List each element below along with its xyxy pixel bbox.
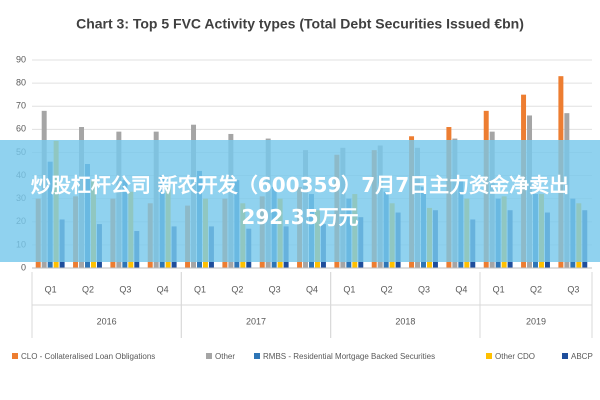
- legend-swatch: [254, 353, 260, 359]
- x-tick-label: Q1: [45, 284, 57, 294]
- legend-swatch: [206, 353, 212, 359]
- group-label: 2016: [97, 316, 117, 326]
- x-tick-label: Q2: [381, 284, 393, 294]
- x-tick-label: Q3: [269, 284, 281, 294]
- legend-swatch: [486, 353, 492, 359]
- group-label: 2019: [526, 316, 546, 326]
- x-tick-label: Q1: [493, 284, 505, 294]
- x-tick-label: Q4: [455, 284, 467, 294]
- y-tick-label: 60: [16, 124, 26, 134]
- x-tick-label: Q1: [343, 284, 355, 294]
- legend-label: ABCP: [571, 352, 593, 361]
- x-tick-label: Q3: [567, 284, 579, 294]
- legend-swatch: [562, 353, 568, 359]
- y-tick-label: 80: [16, 77, 26, 87]
- legend-label: Other CDO: [495, 352, 535, 361]
- x-tick-label: Q2: [530, 284, 542, 294]
- legend-label: Other: [215, 352, 235, 361]
- group-label: 2017: [246, 316, 266, 326]
- x-tick-label: Q3: [119, 284, 131, 294]
- chart-title: Chart 3: Top 5 FVC Activity types (Total…: [76, 16, 524, 32]
- banner: 炒股杠杆公司 新农开发（600359）7月7日主力资金净卖出292.35万元: [0, 140, 600, 262]
- x-tick-label: Q2: [231, 284, 243, 294]
- x-tick-label: Q3: [418, 284, 430, 294]
- legend-label: CLO - Collateralised Loan Obligations: [21, 352, 155, 361]
- x-tick-label: Q1: [194, 284, 206, 294]
- group-label: 2018: [395, 316, 415, 326]
- x-tick-label: Q2: [82, 284, 94, 294]
- legend-label: RMBS - Residential Mortgage Backed Secur…: [263, 352, 435, 361]
- x-tick-label: Q4: [306, 284, 318, 294]
- x-tick-label: Q4: [157, 284, 169, 294]
- y-tick-label: 90: [16, 54, 26, 64]
- y-tick-label: 70: [16, 101, 26, 111]
- y-tick-label: 0: [21, 262, 26, 272]
- legend-swatch: [12, 353, 18, 359]
